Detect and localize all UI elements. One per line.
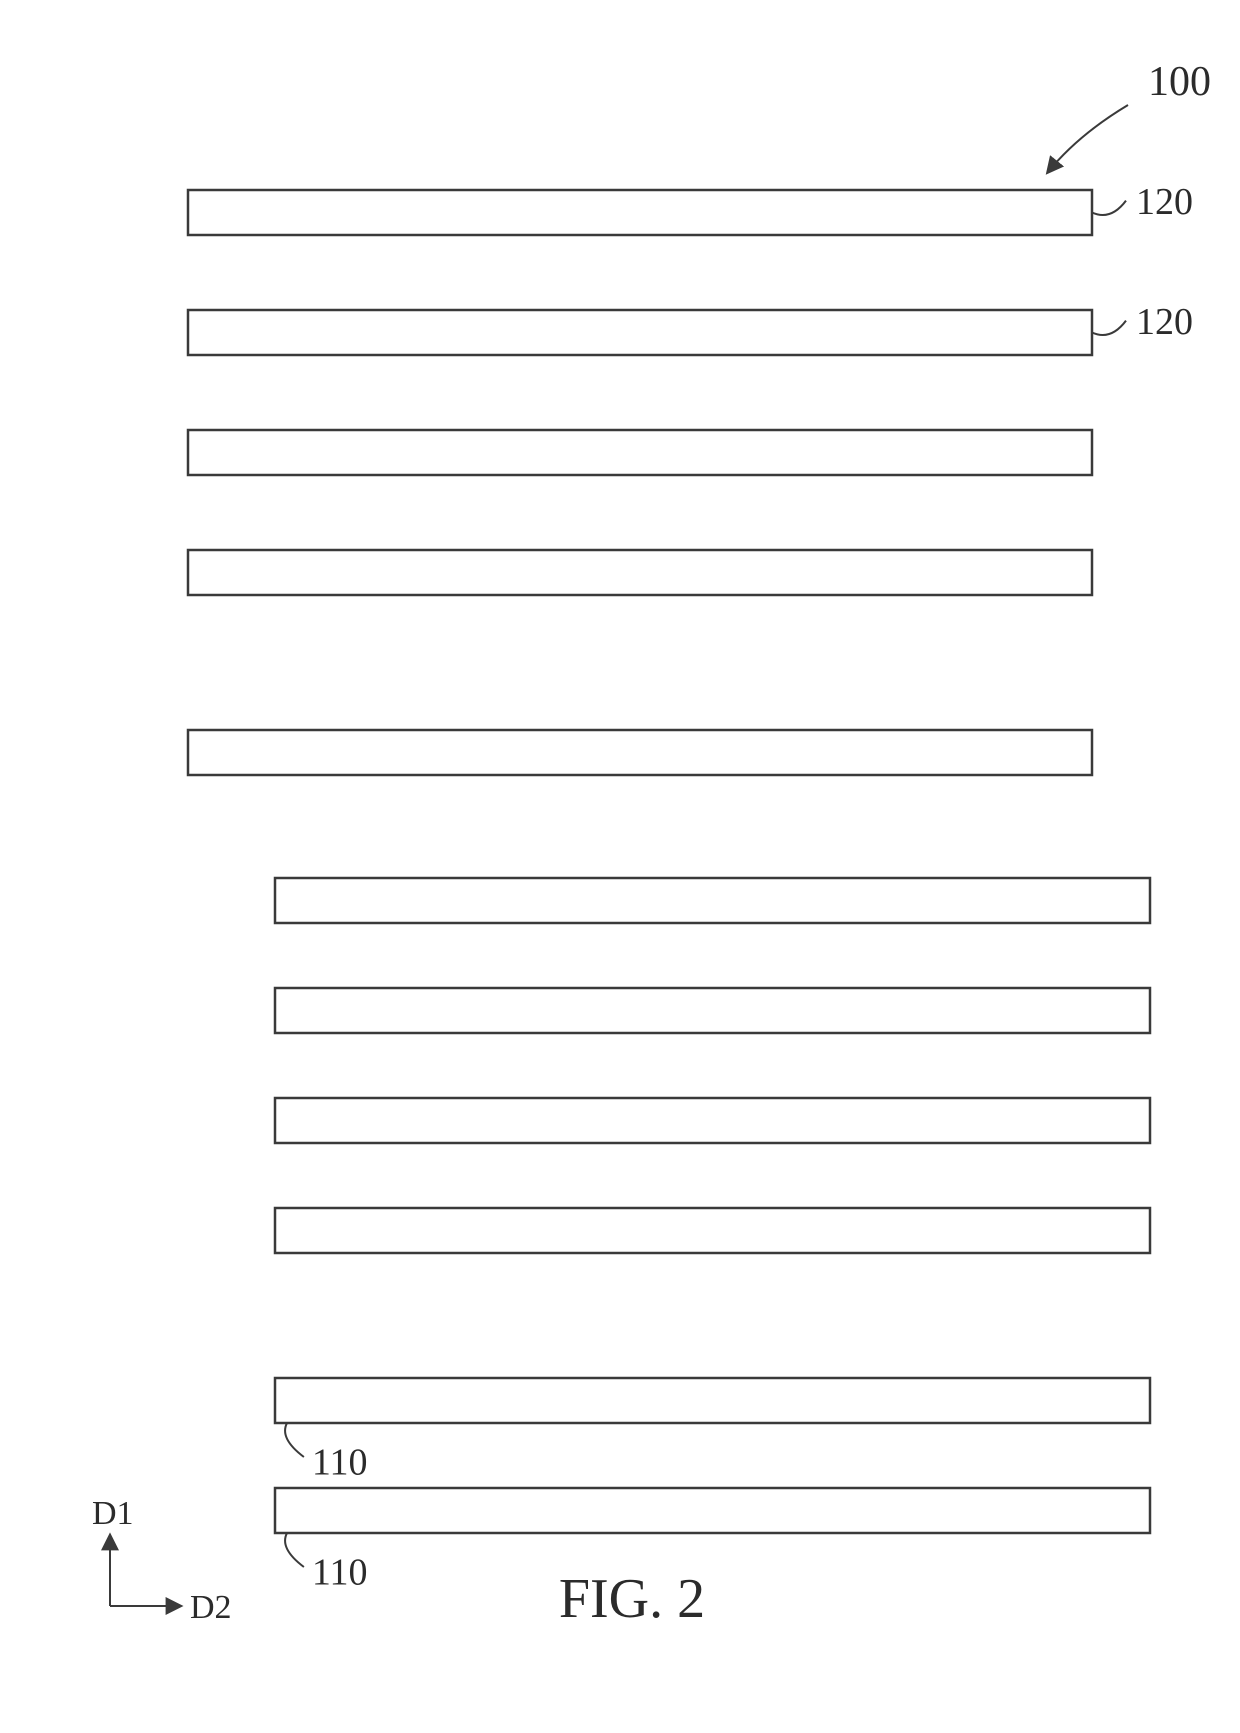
vertical-bar [275,988,1150,1033]
assembly-label: 100 [1148,59,1211,105]
leader-line [1092,321,1126,335]
vertical-bar [275,1488,1150,1533]
bar-label-110: 110 [312,1551,368,1593]
figure-svg: 120 120 110 110 100 D1 D2 FIG. 2 [0,0,1240,1733]
axis-d1-label: D1 [92,1495,134,1532]
figure-caption: FIG. 2 [559,1568,705,1630]
horizontal-bar [188,550,1092,595]
leader-line [285,1423,304,1457]
leader-line [285,1533,304,1567]
assembly-arrow [1048,105,1128,172]
bar-label-110: 110 [312,1441,368,1483]
vertical-bar [275,1098,1150,1143]
vertical-bar [275,878,1150,923]
horizontal-bar [188,310,1092,355]
vertical-bar [275,1208,1150,1253]
horizontal-bar [188,430,1092,475]
bar-label-120: 120 [1136,301,1193,343]
axis-d2-label: D2 [190,1589,232,1626]
horizontal-bar [188,730,1092,775]
leader-line [1092,201,1126,215]
vertical-bar [275,1378,1150,1423]
bar-label-120: 120 [1136,181,1193,223]
horizontal-bar [188,190,1092,235]
